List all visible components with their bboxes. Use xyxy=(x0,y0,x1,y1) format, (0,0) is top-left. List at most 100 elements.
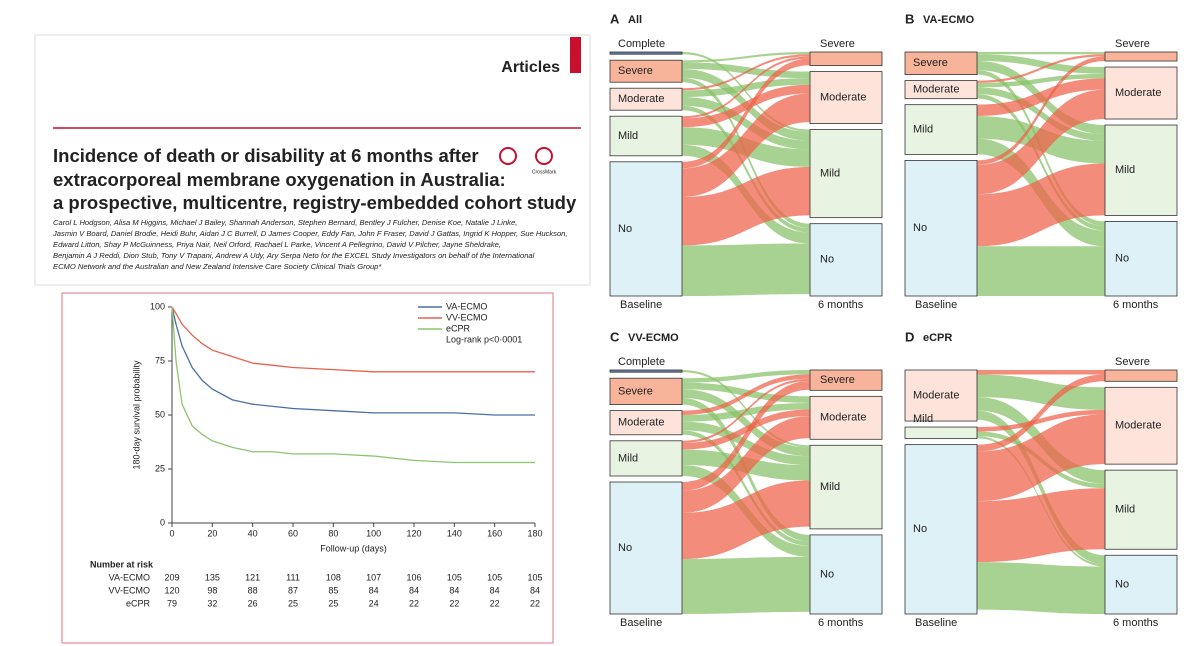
node xyxy=(809,534,883,615)
flow xyxy=(682,378,810,443)
risk-count: 24 xyxy=(369,598,379,608)
flow xyxy=(682,370,810,383)
annotation: Log-rank p<0·0001 xyxy=(446,334,522,344)
x-tick-label: 100 xyxy=(366,528,381,538)
column-label: Baseline xyxy=(915,299,957,311)
panel-title: VV-ECMO xyxy=(628,332,679,344)
flow xyxy=(977,56,1105,165)
node xyxy=(609,51,683,55)
flow xyxy=(977,94,1105,231)
survival-line xyxy=(171,306,535,464)
node xyxy=(809,51,883,66)
risk-count: 120 xyxy=(164,585,179,595)
panel-letter: B xyxy=(905,11,914,26)
flow xyxy=(682,58,810,169)
risk-count: 135 xyxy=(205,572,220,582)
risk-count: 111 xyxy=(286,572,300,582)
risk-row-label: VV-ECMO xyxy=(108,585,150,595)
y-tick-label: 50 xyxy=(155,409,165,419)
node-label: Moderate xyxy=(618,93,664,105)
node-label: Moderate xyxy=(820,412,866,424)
node xyxy=(609,410,683,436)
node xyxy=(904,104,978,155)
flow xyxy=(682,54,810,91)
node xyxy=(904,51,978,76)
node-label: Mild xyxy=(618,130,638,142)
panel-title: VA-ECMO xyxy=(923,14,975,26)
risk-count: 106 xyxy=(406,572,421,582)
article-header-box xyxy=(34,34,591,286)
risk-count: 22 xyxy=(490,598,500,608)
node xyxy=(1104,369,1178,382)
node-label: Severe xyxy=(1115,38,1150,50)
x-tick-label: 20 xyxy=(207,528,217,538)
flow xyxy=(682,84,810,128)
node-label: Moderate xyxy=(913,389,959,401)
flow xyxy=(682,381,810,491)
column-label: Baseline xyxy=(915,617,957,629)
risk-title: Number at risk xyxy=(90,559,154,569)
node-label: Complete xyxy=(618,356,665,368)
risk-count: 108 xyxy=(326,572,341,582)
node xyxy=(1104,66,1178,120)
flow xyxy=(977,370,1105,375)
author-line: Jasmin V Board, Daniel Brodie, Heidi Buh… xyxy=(52,229,568,238)
y-tick-label: 100 xyxy=(150,301,165,311)
node-label: No xyxy=(1115,579,1129,591)
risk-count: 22 xyxy=(409,598,419,608)
flow xyxy=(977,562,1105,614)
flow xyxy=(682,416,810,513)
node xyxy=(809,395,883,440)
risk-count: 84 xyxy=(369,585,379,595)
column-label: 6 months xyxy=(1113,617,1159,629)
flow xyxy=(682,480,810,559)
risk-count: 87 xyxy=(288,585,298,595)
node-label: Mild xyxy=(820,481,840,493)
risk-count: 88 xyxy=(248,585,258,595)
node xyxy=(809,71,883,124)
title-line: Incidence of death or disability at 6 mo… xyxy=(53,145,479,166)
y-tick-label: 0 xyxy=(160,517,165,527)
x-tick-label: 120 xyxy=(406,528,421,538)
flow xyxy=(977,52,1105,55)
risk-count: 25 xyxy=(288,598,298,608)
flow xyxy=(682,52,810,63)
survival-line xyxy=(171,306,535,416)
node-label: Severe xyxy=(1115,356,1150,368)
x-tick-label: 80 xyxy=(328,528,338,538)
node xyxy=(1104,51,1178,62)
node-label: Moderate xyxy=(913,84,959,96)
node-label: Moderate xyxy=(618,417,664,429)
flow xyxy=(977,374,1105,410)
y-axis-label: 180-day survival probability xyxy=(131,360,141,470)
flow xyxy=(977,414,1105,502)
risk-count: 32 xyxy=(207,598,217,608)
node xyxy=(609,440,683,477)
legend-label: VV-ECMO xyxy=(446,312,488,322)
node xyxy=(609,481,683,615)
node-label: No xyxy=(1115,253,1129,265)
panel-letter: C xyxy=(610,329,620,344)
node xyxy=(1104,554,1178,615)
risk-count: 85 xyxy=(328,585,338,595)
y-tick-label: 25 xyxy=(155,463,165,473)
flow xyxy=(682,556,810,614)
x-axis-label: Follow-up (days) xyxy=(320,543,387,553)
flow xyxy=(682,166,810,246)
panel-title: eCPR xyxy=(923,332,952,344)
node xyxy=(1104,221,1178,297)
km-box xyxy=(61,292,554,644)
author-line: ECMO Network and the Australian and New … xyxy=(53,262,382,271)
node xyxy=(1104,386,1178,465)
risk-count: 98 xyxy=(207,585,217,595)
title-line: extracorporeal membrane oxygenation in A… xyxy=(53,169,506,190)
node xyxy=(609,115,683,157)
node-label: Severe xyxy=(820,374,855,386)
node xyxy=(904,80,978,100)
flow xyxy=(977,73,1105,88)
flow xyxy=(682,402,810,422)
node-label: Mild xyxy=(1115,504,1135,516)
risk-count: 26 xyxy=(248,598,258,608)
node-label: No xyxy=(820,568,834,580)
